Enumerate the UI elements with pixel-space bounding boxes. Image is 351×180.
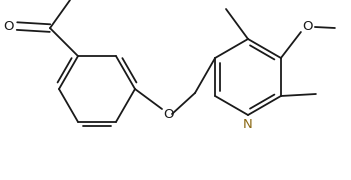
- Text: N: N: [243, 118, 253, 130]
- Text: O: O: [4, 20, 14, 33]
- Text: O: O: [303, 21, 313, 33]
- Text: O: O: [163, 107, 173, 120]
